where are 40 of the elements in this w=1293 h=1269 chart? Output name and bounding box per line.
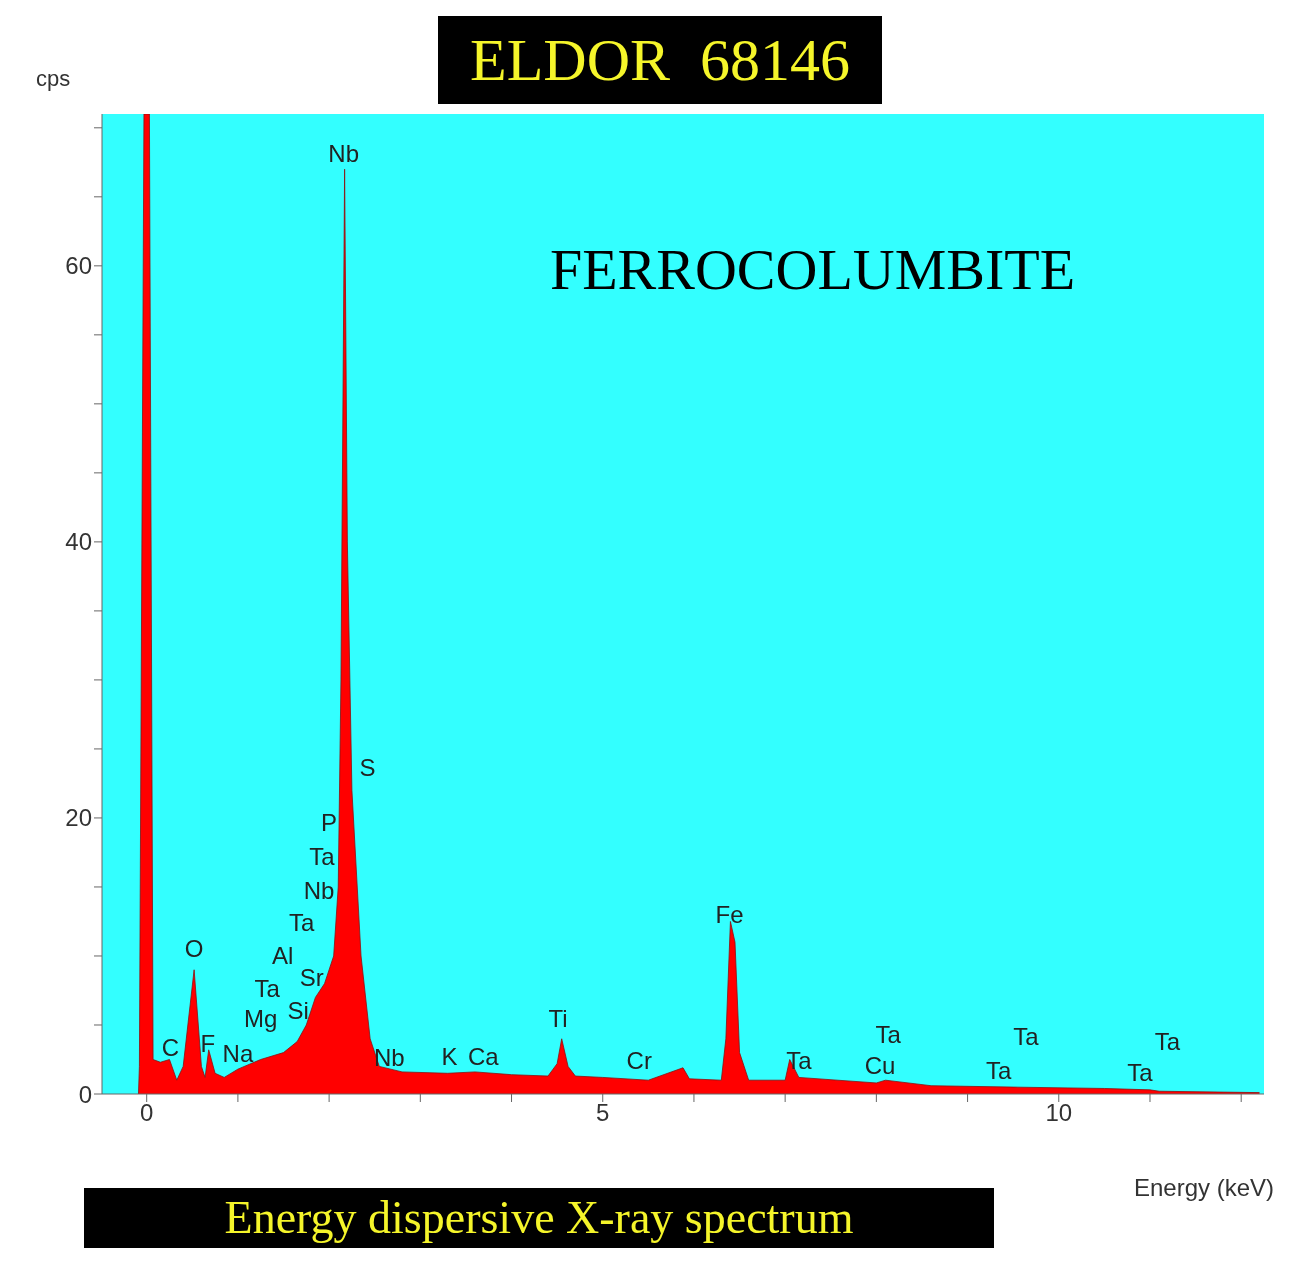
- x-tick-label: 5: [596, 1099, 610, 1127]
- annotation: Ta: [1153, 1027, 1181, 1056]
- annotation: O: [183, 935, 205, 964]
- y-axis-title: cps: [36, 66, 71, 92]
- annotation: Nb: [302, 877, 336, 906]
- x-tick-label: 10: [1045, 1099, 1073, 1127]
- annotation: Ti: [547, 1005, 569, 1034]
- annotation: Al: [271, 941, 294, 969]
- annotation: F: [200, 1030, 216, 1058]
- annotation: Nb: [327, 140, 361, 169]
- annotation: Si: [287, 997, 309, 1025]
- text: Energy dispersive X-ray spectrum: [84, 1188, 994, 1248]
- annotation: Ta: [1126, 1059, 1154, 1088]
- x-axis-title: Energy (keV): [1133, 1174, 1274, 1202]
- annotation: Ta: [874, 1020, 902, 1049]
- annotation: Ta: [308, 842, 336, 871]
- annotation: Mg: [244, 1005, 278, 1033]
- annotation: Cr: [625, 1046, 653, 1075]
- annotation: Ta: [254, 975, 280, 1003]
- annotation: Na: [222, 1039, 254, 1067]
- chart-title: ELDOR 68146: [438, 16, 882, 104]
- annotation: Nb: [372, 1044, 406, 1073]
- annotation: Ta: [1012, 1023, 1040, 1052]
- x-tick-label: 0: [140, 1099, 154, 1127]
- y-tick-label: 60: [65, 252, 92, 280]
- annotation: K: [441, 1042, 458, 1070]
- annotation: Ta: [984, 1056, 1013, 1085]
- annotation: C: [160, 1034, 181, 1063]
- annotation: Fe: [714, 900, 745, 929]
- annotation: P: [320, 809, 339, 838]
- annotation: Cu: [863, 1052, 897, 1081]
- y-tick-label: 0: [78, 1080, 92, 1108]
- annotation: Ta: [288, 908, 316, 937]
- annotation: S: [358, 754, 377, 783]
- annotation: Ca: [467, 1042, 499, 1070]
- annotation: Ta: [785, 1046, 813, 1075]
- annotation: FERROCOLUMBITE: [548, 235, 1077, 303]
- annotation: Sr: [299, 964, 324, 992]
- y-tick-label: 40: [65, 528, 92, 556]
- y-tick-label: 20: [65, 804, 92, 832]
